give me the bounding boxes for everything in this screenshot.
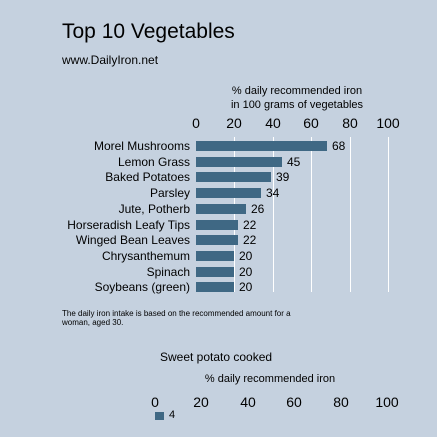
data-label: 34 bbox=[266, 186, 280, 201]
second-chart-bar bbox=[155, 412, 164, 420]
gridline bbox=[350, 137, 351, 292]
second-chart-title: Sweet potato cooked bbox=[160, 350, 273, 364]
category-label: Jute, Potherb bbox=[118, 201, 190, 216]
data-label: 20 bbox=[239, 248, 253, 263]
footnote: The daily iron intake is based on the re… bbox=[62, 309, 291, 327]
bar bbox=[196, 235, 238, 245]
data-label: 22 bbox=[243, 233, 257, 248]
second-x-tick-label: 0 bbox=[151, 394, 159, 410]
category-label: Parsley bbox=[149, 186, 190, 201]
bar bbox=[196, 251, 234, 261]
bar bbox=[196, 204, 246, 214]
x-tick-label: 40 bbox=[265, 115, 281, 131]
bar bbox=[196, 282, 234, 292]
x-tick-label: 20 bbox=[226, 115, 242, 131]
category-label: Morel Mushrooms bbox=[93, 139, 190, 153]
data-label: 39 bbox=[276, 170, 290, 185]
x-tick-label: 0 bbox=[192, 115, 200, 131]
bar bbox=[196, 220, 238, 230]
chart-title: Top 10 Vegetables bbox=[62, 20, 235, 43]
second-x-tick-label: 40 bbox=[240, 394, 256, 410]
second-x-tick-label: 80 bbox=[333, 394, 349, 410]
x-tick-label: 100 bbox=[376, 115, 400, 131]
category-label: Baked Potatoes bbox=[105, 170, 190, 185]
bar bbox=[196, 157, 282, 167]
gridline bbox=[234, 137, 235, 292]
gridline bbox=[311, 137, 312, 292]
data-label: 68 bbox=[332, 139, 346, 153]
chart-subtitle: www.DailyIron.net bbox=[62, 53, 159, 67]
second-x-tick-label: 20 bbox=[193, 394, 209, 410]
gridline bbox=[273, 137, 274, 292]
gridline bbox=[388, 137, 389, 292]
category-label: Winged Bean Leaves bbox=[75, 233, 190, 248]
bar bbox=[196, 172, 271, 182]
data-label: 26 bbox=[251, 201, 265, 216]
second-x-tick-label: 60 bbox=[286, 394, 302, 410]
x-tick-label: 60 bbox=[303, 115, 319, 131]
data-label: 22 bbox=[243, 217, 257, 232]
data-label: 20 bbox=[239, 280, 253, 295]
category-label: Horseradish Leafy Tips bbox=[67, 217, 190, 232]
category-label: Chrysanthemum bbox=[101, 248, 190, 263]
bar bbox=[196, 141, 327, 151]
x-axis-title: % daily recommended iron in 100 grams of… bbox=[230, 85, 364, 111]
bar bbox=[196, 267, 234, 277]
bar bbox=[196, 188, 261, 198]
x-tick-label: 80 bbox=[342, 115, 358, 131]
data-label: 45 bbox=[287, 154, 301, 169]
second-x-tick-label: 100 bbox=[375, 394, 399, 410]
second-chart-data-label: 4 bbox=[169, 409, 176, 421]
category-label: Lemon Grass bbox=[117, 154, 190, 169]
category-label: Soybeans (green) bbox=[94, 280, 190, 295]
category-label: Spinach bbox=[146, 264, 190, 279]
data-label: 20 bbox=[239, 264, 253, 279]
second-chart-axis-title: % daily recommended iron bbox=[204, 373, 336, 385]
